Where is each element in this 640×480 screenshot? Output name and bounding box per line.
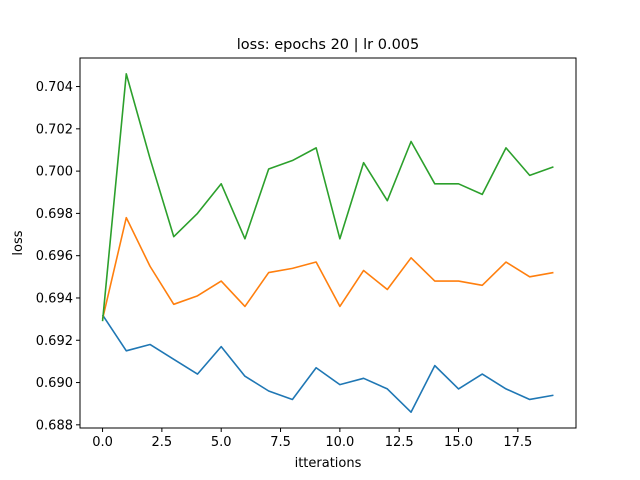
y-axis-label: loss <box>11 230 26 255</box>
y-tick-label: 0.690 <box>36 376 73 391</box>
y-tick-label: 0.700 <box>36 165 73 180</box>
y-tick-label: 0.692 <box>36 334 73 349</box>
y-tick-label: 0.698 <box>36 207 73 222</box>
x-tick-label: 10.0 <box>325 435 354 450</box>
x-tick-label: 15.0 <box>444 435 473 450</box>
y-tick-label: 0.696 <box>36 249 73 264</box>
x-tick-label: 5.0 <box>211 435 232 450</box>
x-tick-label: 12.5 <box>385 435 414 450</box>
y-axis-ticks: 0.688 0.690 0.692 0.694 0.696 0.698 0.700 0.702… <box>36 80 80 433</box>
y-tick-label: 0.694 <box>36 291 73 306</box>
x-axis-ticks: 0.0 2.5 5.0 7.5 10.0 12.5 15.0 17.5 <box>92 428 532 450</box>
x-tick-label: 2.5 <box>152 435 173 450</box>
y-tick-label: 0.704 <box>36 80 73 95</box>
plot-frame <box>79 57 577 429</box>
series-line-1 <box>101 314 554 413</box>
x-tick-label: 7.5 <box>270 435 291 450</box>
chart-title: loss: epochs 20 | lr 0.005 <box>237 37 420 53</box>
y-tick-label: 0.688 <box>36 418 73 433</box>
series-line-3 <box>101 73 554 322</box>
x-tick-label: 0.0 <box>92 435 113 450</box>
series-line-2 <box>101 216 554 320</box>
y-tick-label: 0.702 <box>36 122 73 137</box>
x-tick-label: 17.5 <box>503 435 532 450</box>
x-axis-label: itterations <box>295 456 362 471</box>
series-layer <box>101 73 554 413</box>
